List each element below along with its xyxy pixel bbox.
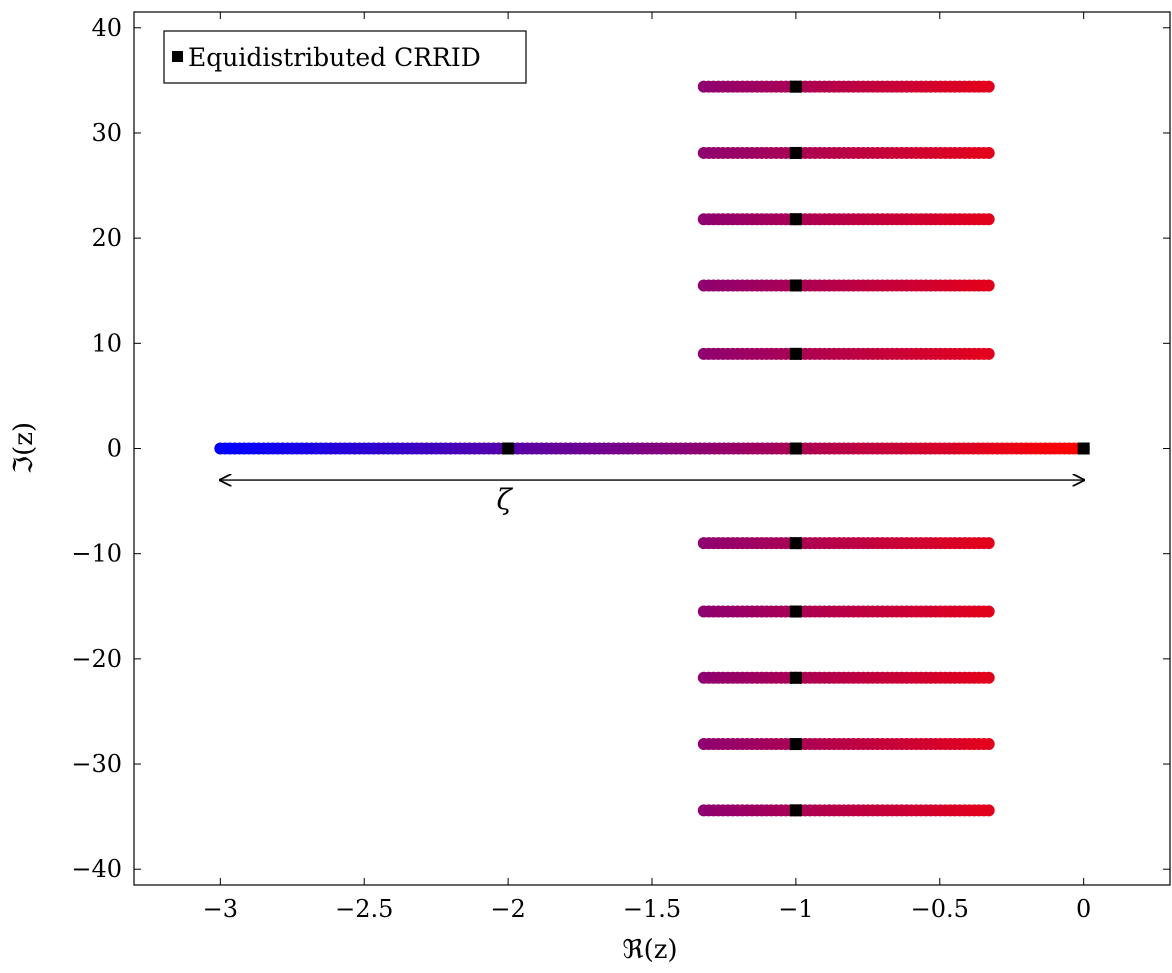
crrid-marker [789, 279, 802, 292]
x-axis-label: ℜ(z) [622, 935, 677, 965]
crrid-marker [789, 213, 802, 226]
annotation-layer: ζ [220, 480, 1083, 516]
legend-box [163, 30, 527, 84]
y-tick-label: 10 [91, 329, 122, 357]
x-tick-label: −3 [203, 895, 238, 923]
y-axis-label: ℑ(z) [9, 422, 39, 474]
zeta-annotation-label: ζ [497, 483, 514, 516]
x-tick-label: 0 [1076, 895, 1091, 923]
y-tick-label: 0 [107, 435, 122, 463]
x-tick-label: −1 [778, 895, 813, 923]
crrid-marker [789, 605, 802, 618]
y-tick-label: −10 [71, 540, 122, 568]
x-tick-label: −2 [490, 895, 525, 923]
x-tick-label: −2.5 [335, 895, 393, 923]
crrid-marker [502, 442, 515, 455]
data-point [982, 347, 995, 360]
crrid-marker [789, 80, 802, 93]
crrid-marker [789, 442, 802, 455]
y-tick-label: 30 [91, 119, 122, 147]
y-tick-label: 20 [91, 224, 122, 252]
data-point [982, 80, 995, 93]
x-tick-label: −1.5 [623, 895, 681, 923]
data-point [982, 537, 995, 550]
data-point [982, 671, 995, 684]
crrid-marker [789, 146, 802, 159]
markers-layer [502, 80, 1090, 817]
ticks-layer: −3 −2.5 −2 −1.5 −1 −0.5 0 −40 −30 −20 −10 0 10 20 30 40 [71, 12, 1170, 923]
legend: Equidistributed CRRID [163, 30, 527, 84]
crrid-marker [789, 738, 802, 751]
crrid-marker [1077, 442, 1090, 455]
crrid-marker [789, 347, 802, 360]
crrid-marker [789, 537, 802, 550]
crrid-marker [789, 804, 802, 817]
y-tick-label: −20 [71, 645, 122, 673]
y-tick-label: 40 [91, 14, 122, 42]
data-point [982, 146, 995, 159]
y-tick-label: −40 [71, 855, 122, 883]
x-tick-label: −0.5 [911, 895, 969, 923]
legend-marker-icon [172, 51, 183, 62]
data-point [982, 605, 995, 618]
crrid-marker [789, 671, 802, 684]
y-tick-label: −30 [71, 750, 122, 778]
data-point [982, 213, 995, 226]
data-point [982, 738, 995, 751]
data-point [982, 279, 995, 292]
legend-label: Equidistributed CRRID [188, 43, 481, 72]
strips-layer [214, 80, 1090, 817]
data-point [982, 804, 995, 817]
